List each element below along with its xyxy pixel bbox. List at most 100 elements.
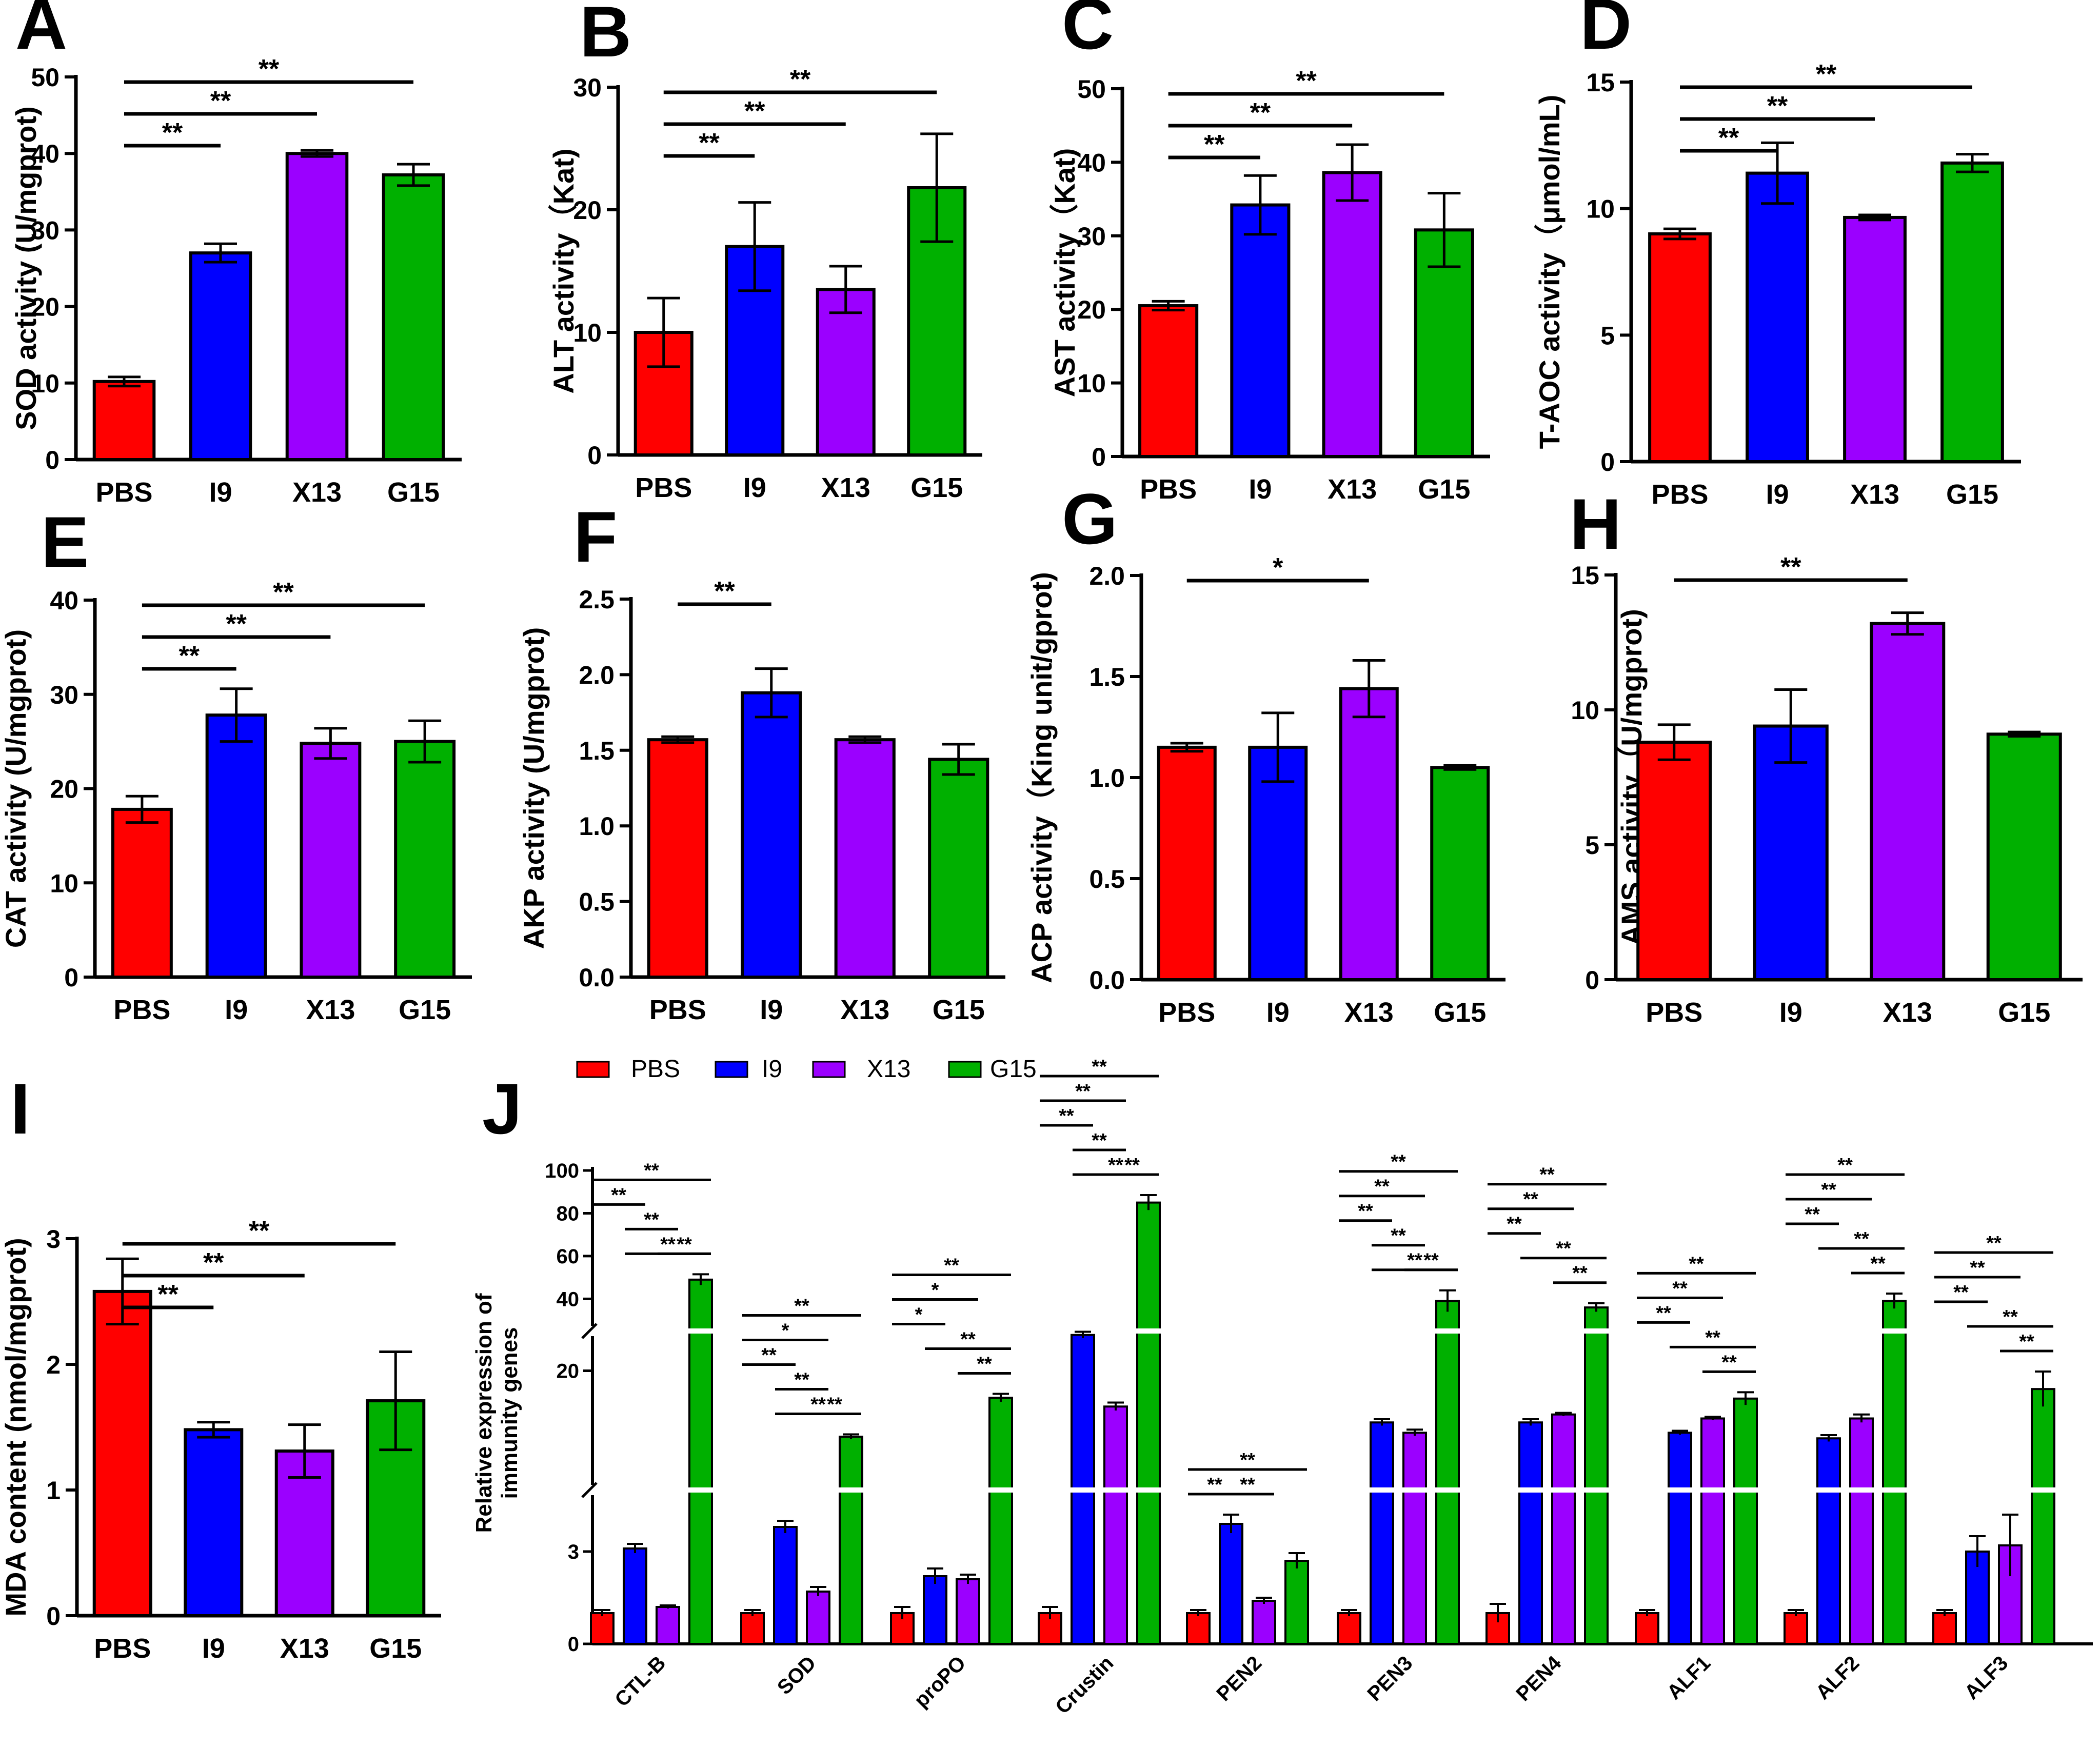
significance-label: ** [203,1248,224,1278]
y-tick-label: 2.5 [579,585,615,614]
bar-i9 [1753,724,1829,982]
x-tick-label: G15 [399,995,451,1025]
y-tick-label: 100 [545,1160,579,1182]
y-axis-label: Relative expression of [471,1293,497,1533]
significance-label: ** [1837,1155,1853,1176]
bar-pbs [1636,741,1712,981]
panel-letter: H [1570,484,1621,564]
bar-x13 [1843,215,1907,463]
y-tick-label: 1.5 [1089,663,1125,691]
x-tick-label: X13 [1328,474,1377,505]
bar-break-stripe [1732,1487,1759,1493]
x-tick-label: PEN4 [1512,1652,1566,1706]
x-tick-label: PBS [1646,997,1702,1028]
bar-pbs [740,1612,765,1645]
axis-break-gap [585,1485,600,1495]
significance-label: ** [1507,1214,1522,1235]
legend-label: I9 [762,1056,782,1083]
significance-label: ** [794,1296,809,1317]
significance-label: ** [1767,91,1788,121]
significance-label: ** [2003,1306,2018,1328]
axis-break-mark [581,1482,598,1498]
bar-break-stripe [2030,1487,2056,1493]
bar-pbs [1784,1612,1808,1645]
y-axis-label: CAT activity (U/mgprot) [0,629,32,948]
significance-label: ** [790,65,811,94]
significance-label: ** [1407,1250,1422,1272]
significance-label: ** [1092,1130,1107,1151]
significance-label: ** [611,1184,626,1206]
significance-label: ** [1075,1081,1091,1102]
bar-x13 [1322,171,1382,458]
bar-break-stripe [1881,1487,1908,1493]
significance-label: ** [1556,1238,1571,1260]
bar-i9 [205,713,267,979]
x-tick-label: X13 [280,1633,329,1664]
panel-letter: G [1062,479,1118,559]
y-tick-label: 1.5 [579,737,615,765]
bar-pbs [111,807,173,979]
bar-g15 [1136,1201,1161,1645]
axis-break-mark [581,1323,598,1339]
bar-g15 [839,1436,863,1645]
y-tick-label: 0.0 [1089,966,1125,995]
bar-break-stripe [1069,1487,1096,1493]
panel-c: C 0 10 20 30 40 50 AST activity（Kat) PBS I9 X13 G15… [1048,0,1490,505]
legend-swatch-pbs [576,1061,610,1078]
y-tick-label: 0.5 [1089,865,1125,893]
y-tick-label: 20 [557,1360,580,1383]
y-tick-label: 30 [573,73,602,102]
y-tick-label: 2.0 [1089,562,1125,590]
bar-break-stripe [1434,1487,1461,1493]
bar-break-stripe [1848,1487,1875,1493]
bar-break-stripe [687,1328,714,1334]
panel-letter: C [1062,0,1114,64]
significance-label: ** [1970,1257,1985,1279]
bar-break-stripe [1517,1487,1544,1493]
bar-i9 [189,251,252,461]
bar-g15 [1940,161,2004,464]
bar-break-stripe [1667,1487,1693,1493]
bar-i9 [184,1428,244,1617]
y-tick-label: 0 [1600,448,1615,476]
y-tick-label: 40 [1077,148,1106,177]
y-tick-label: 10 [1077,369,1106,398]
bar-i9 [1230,203,1291,458]
y-tick-label: 10 [1571,696,1599,725]
y-tick-label: 60 [557,1245,580,1268]
bar-g15 [1435,1300,1460,1645]
legend-swatch-x13 [812,1061,846,1078]
significance-label: ** [660,1234,676,1255]
bar-x13 [1870,622,1946,982]
y-tick-label: 0 [46,1602,61,1631]
significance-label: ** [1240,1474,1255,1496]
x-tick-label: PBS [113,995,170,1025]
panel-letter: F [573,496,618,577]
x-tick-label: G15 [387,477,440,508]
x-tick-label: PEN3 [1363,1652,1417,1705]
x-tick-label: I9 [202,1633,225,1664]
significance-label: ** [761,1345,777,1366]
bar-break-stripe [838,1487,864,1493]
bar-g15 [988,1397,1013,1645]
y-tick-label: 2 [46,1350,61,1379]
x-tick-label: PBS [635,472,692,503]
x-tick-label: I9 [209,477,232,508]
significance-label: ** [249,1216,270,1246]
significance-label: ** [162,118,183,148]
significance-label: * [932,1279,939,1301]
x-tick-label: X13 [292,477,342,508]
bar-g15 [394,740,456,979]
x-tick-label: ALF2 [1812,1652,1864,1704]
significance-label: ** [714,577,735,606]
x-tick-label: CTL-B [610,1652,670,1711]
axis-break-gap [585,1326,600,1336]
bar-x13 [1551,1413,1576,1645]
y-tick-label: 40 [50,586,78,615]
panel-letter: A [15,0,67,64]
x-tick-label: PBS [1651,479,1708,510]
y-tick-label: 0 [45,446,60,474]
y-tick-label: 15 [1571,561,1599,590]
